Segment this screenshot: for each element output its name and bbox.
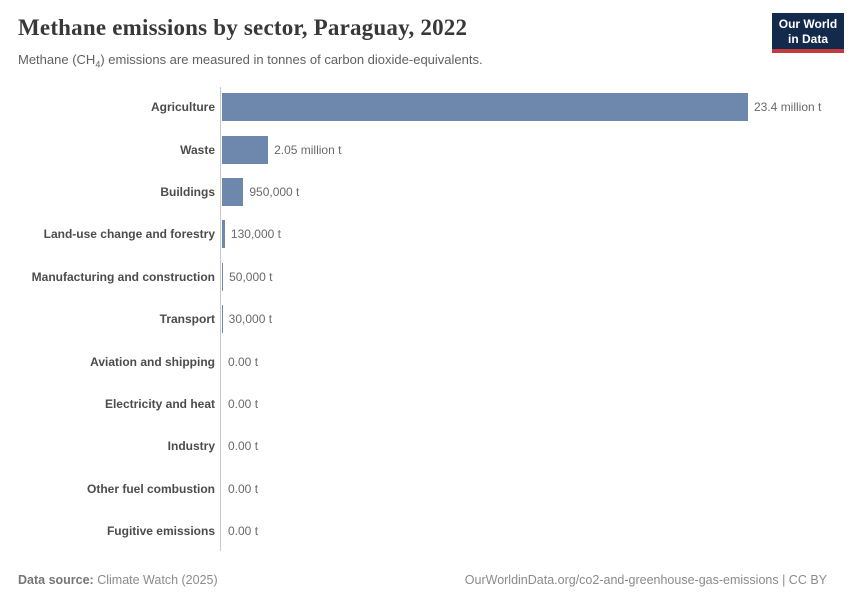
bar-track: 950,000 t <box>222 177 300 206</box>
chart-row: Electricity and heat 0.00 t <box>0 383 850 425</box>
owid-logo-line2: in Data <box>787 31 828 46</box>
chart-row: Fugitive emissions 0.00 t <box>0 510 850 552</box>
credit-link[interactable]: OurWorldinData.org/co2-and-greenhouse-ga… <box>464 573 827 587</box>
category-label: Land-use change and forestry <box>43 227 215 242</box>
subtitle-text-suffix: ) emissions are measured in tonnes of ca… <box>100 52 483 67</box>
category-label: Industry <box>167 439 215 454</box>
bar[interactable] <box>222 93 748 122</box>
category-label: Electricity and heat <box>104 396 215 411</box>
data-source-label: Data source: <box>18 573 94 587</box>
value-label: 23.4 million t <box>754 100 822 115</box>
value-label: 950,000 t <box>249 184 300 199</box>
category-label: Manufacturing and construction <box>31 269 215 284</box>
bar[interactable] <box>222 135 269 164</box>
value-label: 0.00 t <box>228 396 259 411</box>
bar[interactable] <box>222 262 224 291</box>
chart-row: Manufacturing and construction 50,000 t <box>0 256 850 298</box>
chart-row: Agriculture 23.4 million t <box>0 86 850 128</box>
bar[interactable] <box>222 305 223 334</box>
bar[interactable] <box>222 177 244 206</box>
chart-row: Buildings 950,000 t <box>0 171 850 213</box>
chart-subtitle: Methane (CH4) emissions are measured in … <box>18 52 483 70</box>
chart-rows: Agriculture 23.4 million t Waste 2.05 milli… <box>0 86 850 552</box>
chart-row: Industry 0.00 t <box>0 425 850 467</box>
category-label: Fugitive emissions <box>106 524 215 539</box>
owid-logo[interactable]: Our World in Data <box>772 13 844 53</box>
value-label: 0.00 t <box>228 524 259 539</box>
bar-chart: Agriculture 23.4 million t Waste 2.05 milli… <box>0 86 850 552</box>
chart-row: Aviation and shipping 0.00 t <box>0 340 850 382</box>
bar-track: 0.00 t <box>222 390 258 418</box>
bar-track: 23.4 million t <box>222 93 822 122</box>
bar-track: 130,000 t <box>222 220 281 249</box>
chart-row: Waste 2.05 million t <box>0 128 850 170</box>
value-label: 30,000 t <box>228 312 273 327</box>
chart-row: Other fuel combustion 0.00 t <box>0 468 850 510</box>
value-label: 130,000 t <box>230 227 281 242</box>
category-label: Transport <box>159 312 215 327</box>
y-axis-line <box>220 87 221 551</box>
bar[interactable] <box>222 220 225 249</box>
bar-track: 50,000 t <box>222 262 273 291</box>
bar-track: 2.05 million t <box>222 135 342 164</box>
subtitle-subscript: 4 <box>95 59 101 70</box>
value-label: 0.00 t <box>228 439 259 454</box>
page-title: Methane emissions by sector, Paraguay, 2… <box>18 15 468 40</box>
subtitle-text: Methane (CH <box>18 52 96 67</box>
data-source-value: Climate Watch (2025) <box>97 573 218 587</box>
category-label: Aviation and shipping <box>90 354 215 369</box>
value-label: 0.00 t <box>228 354 259 369</box>
bar-track: 0.00 t <box>222 348 258 376</box>
category-label: Buildings <box>160 184 215 199</box>
bar-track: 30,000 t <box>222 305 273 334</box>
chart-row: Transport 30,000 t <box>0 298 850 340</box>
value-label: 2.05 million t <box>274 142 342 157</box>
data-source-note: Data source: Climate Watch (2025) <box>18 573 218 587</box>
category-label: Agriculture <box>150 100 215 115</box>
value-label: 0.00 t <box>228 481 259 496</box>
category-label: Waste <box>180 142 215 157</box>
bar-track: 0.00 t <box>222 475 258 503</box>
chart-row: Land-use change and forestry 130,000 t <box>0 213 850 255</box>
owid-logo-line1: Our World <box>778 17 838 31</box>
category-label: Other fuel combustion <box>86 481 215 496</box>
bar-track: 0.00 t <box>222 517 258 545</box>
value-label: 50,000 t <box>229 269 273 284</box>
bar-track: 0.00 t <box>222 432 258 460</box>
